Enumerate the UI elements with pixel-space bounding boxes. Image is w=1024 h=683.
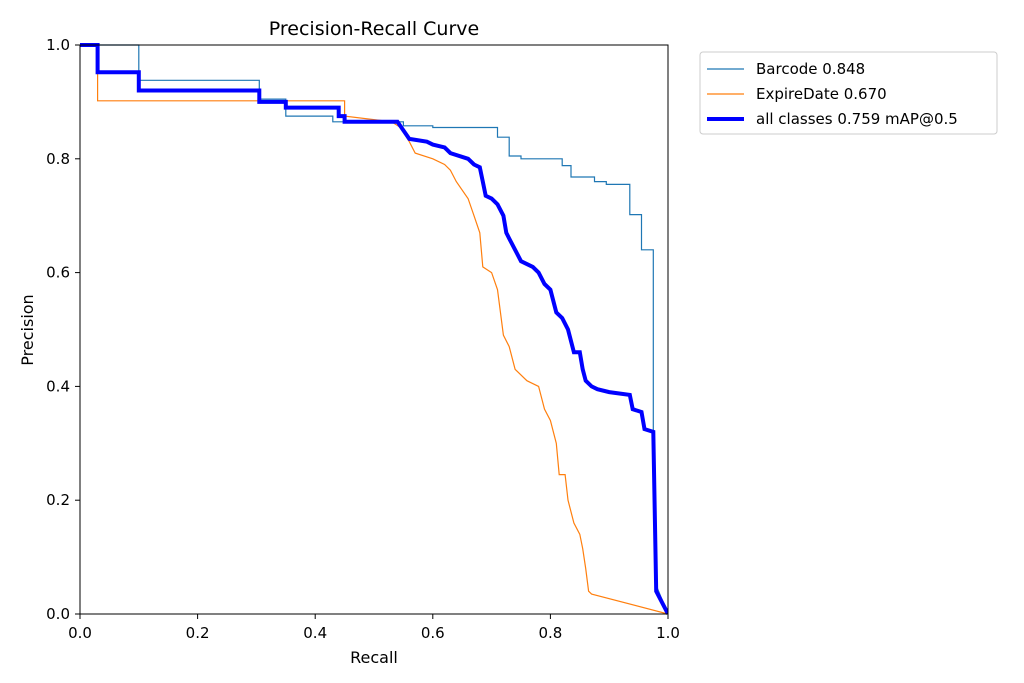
x-tick-label: 0.6 <box>421 624 445 642</box>
legend-label: all classes 0.759 mAP@0.5 <box>756 110 958 128</box>
y-tick-label: 0.0 <box>46 605 70 623</box>
series-line-0 <box>80 44 668 615</box>
legend-label: ExpireDate 0.670 <box>756 85 887 103</box>
plot-area <box>80 43 668 615</box>
legend: Barcode 0.848 ExpireDate 0.670 all classes… <box>699 51 998 135</box>
y-axis: 0.0 0.2 0.4 0.6 0.8 1.0 <box>46 36 80 623</box>
x-tick-label: 0.2 <box>186 624 210 642</box>
x-tick-label: 0.0 <box>68 624 92 642</box>
x-tick-label: 0.8 <box>538 624 562 642</box>
series-line-1 <box>80 44 668 615</box>
x-tick-label: 1.0 <box>656 624 680 642</box>
chart-title: Precision-Recall Curve <box>269 18 479 40</box>
x-tick-label: 0.4 <box>303 624 327 642</box>
y-tick-label: 0.8 <box>46 150 70 168</box>
y-tick-label: 0.4 <box>46 377 70 395</box>
legend-box <box>699 51 998 135</box>
plot-frame <box>79 44 669 615</box>
x-axis: 0.0 0.2 0.4 0.6 0.8 1.0 <box>68 614 680 642</box>
legend-label: Barcode 0.848 <box>756 60 865 78</box>
y-tick-label: 0.6 <box>46 264 70 282</box>
y-axis-label: Precision <box>18 294 37 365</box>
x-axis-label: Recall <box>350 648 398 667</box>
y-tick-label: 0.2 <box>46 491 70 509</box>
y-tick-label: 1.0 <box>46 36 70 54</box>
series-line-2 <box>80 43 668 615</box>
